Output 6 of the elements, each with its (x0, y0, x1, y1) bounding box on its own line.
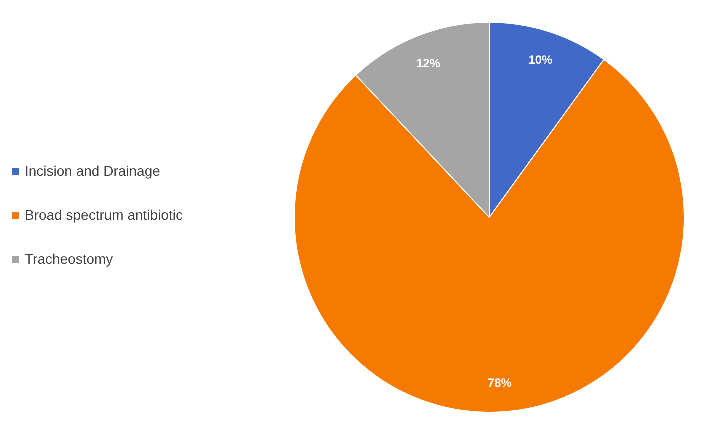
data-label: 10% (528, 52, 554, 67)
legend-label: Incision and Drainage (25, 163, 160, 179)
data-label: 12% (416, 56, 441, 70)
legend-label: Tracheostomy (25, 251, 114, 267)
data-label: 78% (488, 376, 512, 390)
legend-label: Broad spectrum antibiotic (25, 207, 183, 223)
